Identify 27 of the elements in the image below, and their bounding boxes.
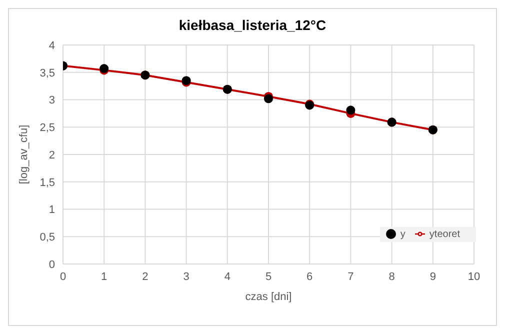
x-tick-label: 0: [60, 270, 66, 283]
y-tick-label: 0,5: [40, 232, 55, 244]
x-tick-label: 5: [265, 270, 272, 283]
x-tick-label: 9: [430, 270, 436, 283]
point: [264, 94, 274, 104]
y-tick-label: 1: [48, 204, 55, 216]
y-axis-title: [log_av_cfu]: [18, 124, 30, 184]
x-tick-label: 2: [142, 270, 148, 283]
x-axis-title: czas [dni]: [245, 291, 292, 303]
legend-label: y: [400, 229, 406, 240]
chart-title: kiełbasa_listeria_12°C: [178, 17, 328, 33]
y-tick-label: 4: [48, 40, 55, 52]
x-tick-label: 1: [101, 270, 108, 283]
y-tick-label: 2,5: [40, 122, 55, 134]
y-tick-label: 0: [48, 258, 55, 271]
point: [346, 106, 356, 115]
legend-label: yteoret: [429, 229, 460, 240]
x-tick-label: 8: [388, 270, 395, 283]
x-tick-label: 6: [306, 270, 313, 283]
x-tick-label: 3: [183, 270, 190, 283]
x-tick-label: 10: [468, 270, 480, 283]
y-tick-label: 3: [48, 94, 55, 107]
y-tick-label: 2: [48, 149, 55, 162]
x-tick-label: 4: [224, 270, 230, 283]
x-tick-label: 7: [348, 270, 354, 283]
y-tick-label: 3,5: [40, 67, 55, 80]
y-tick-label: 1,5: [40, 176, 55, 189]
